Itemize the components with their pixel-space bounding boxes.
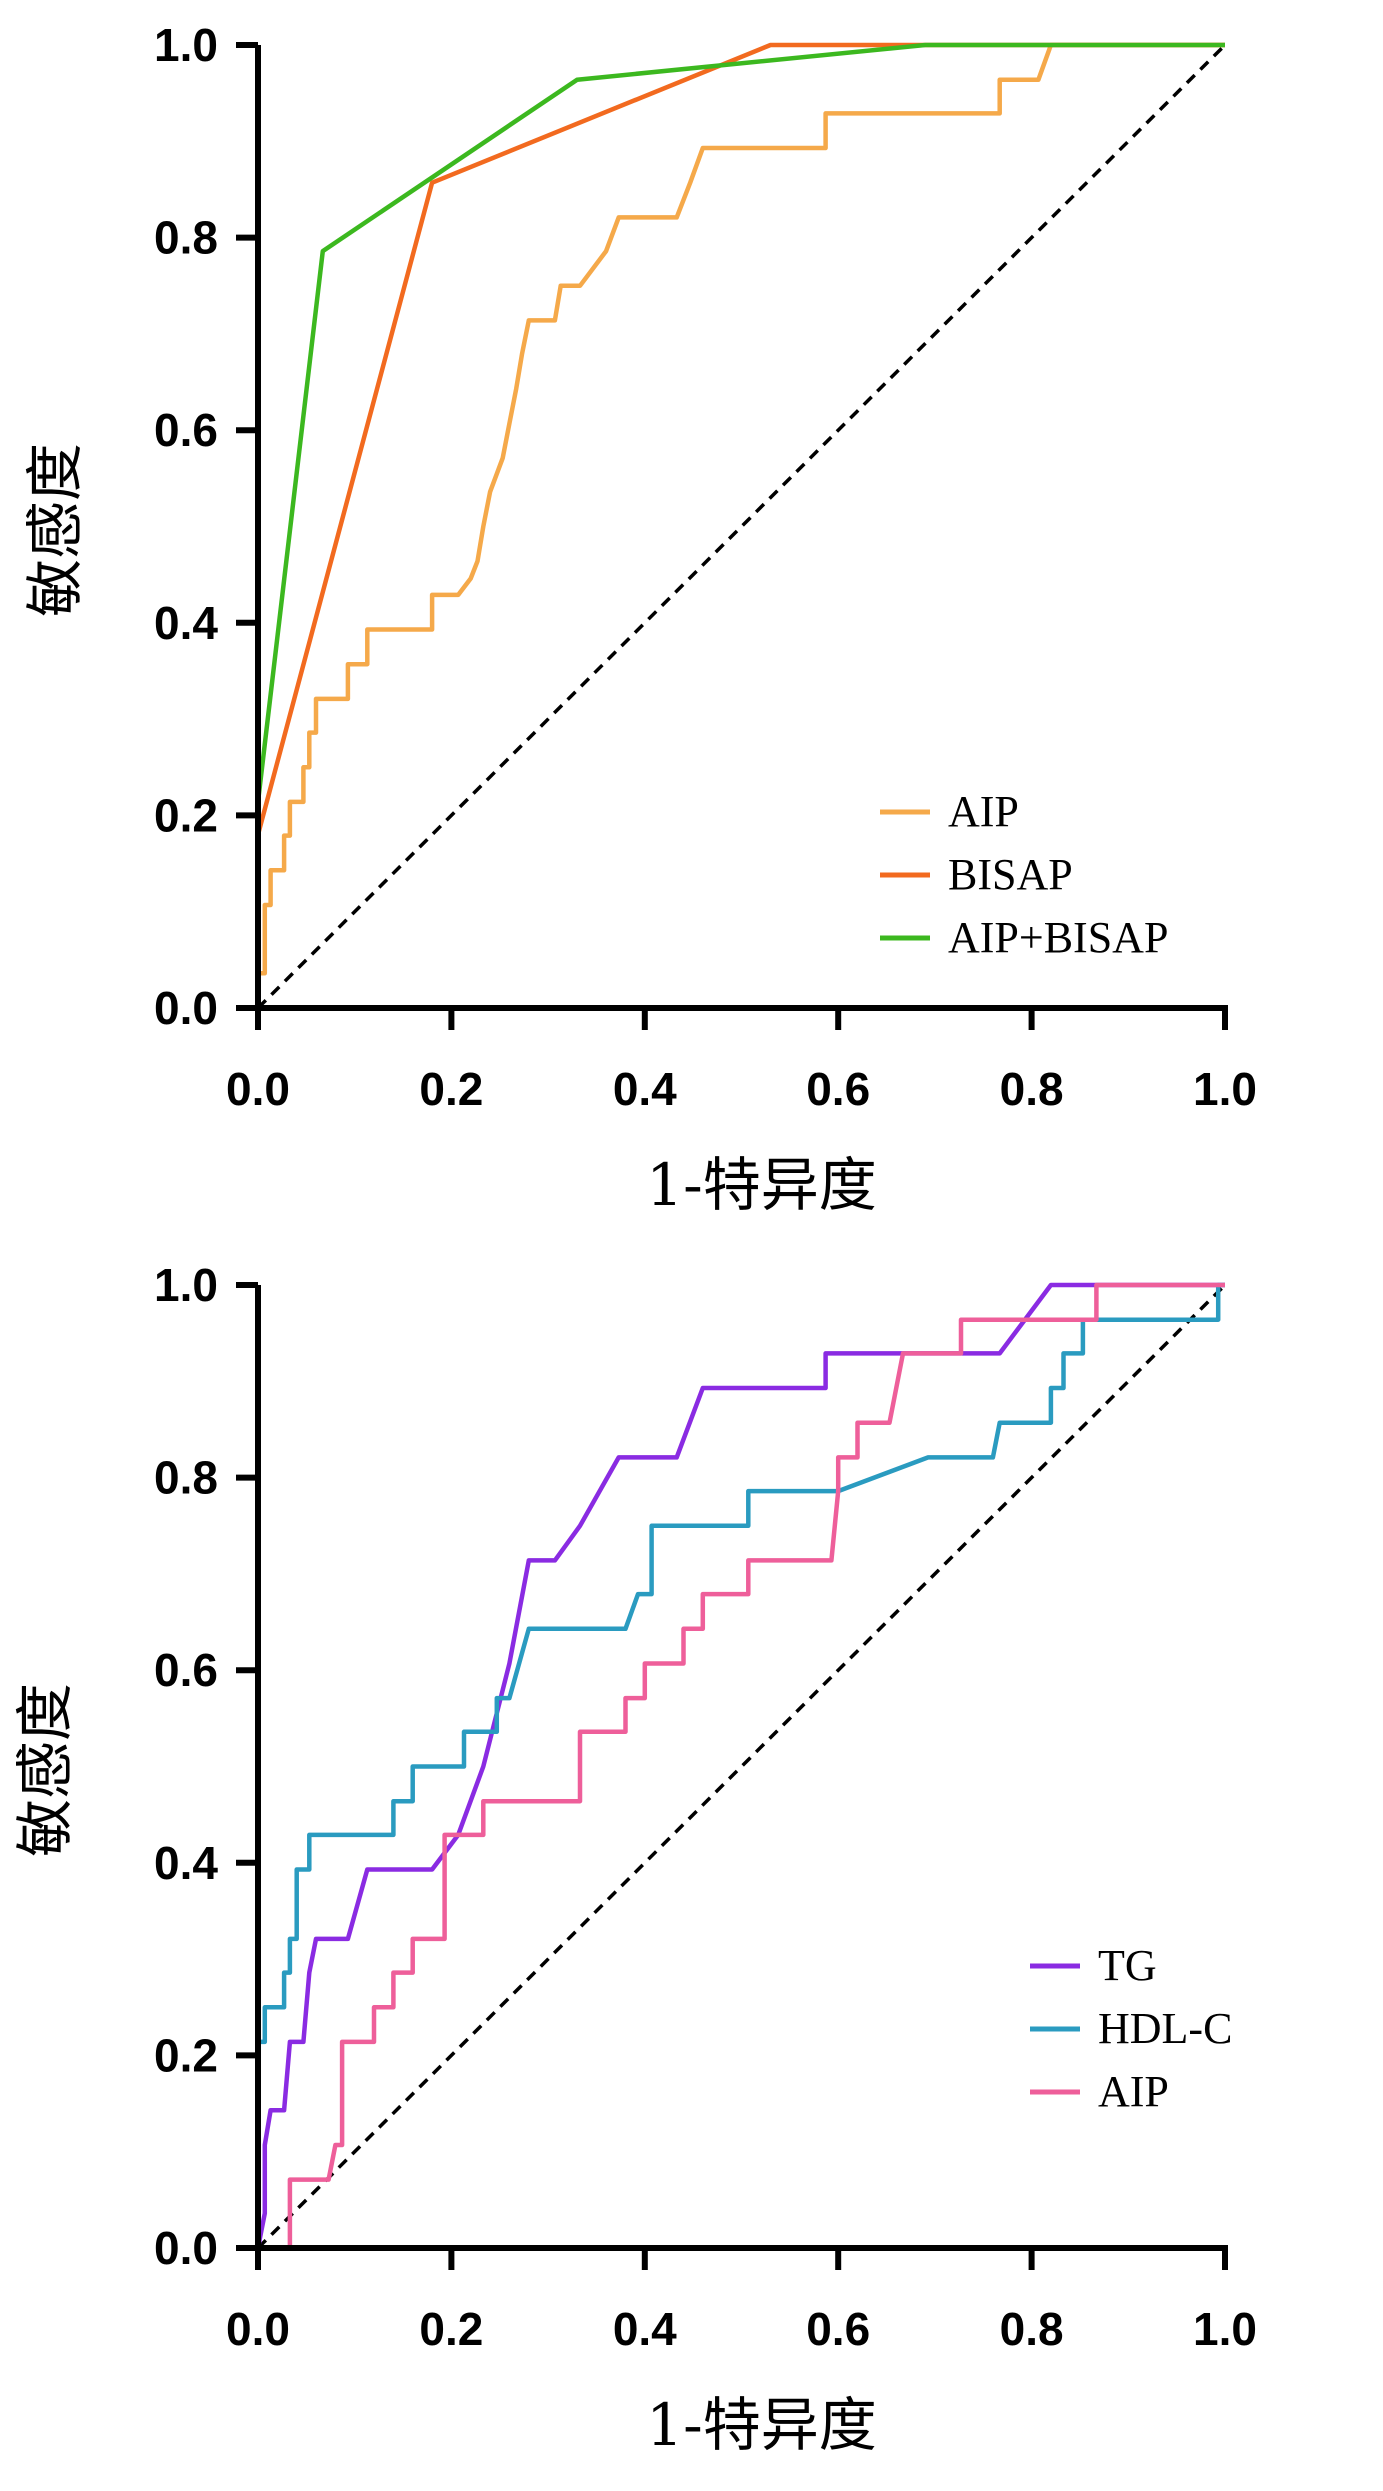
y-tick-label: 0.4 bbox=[154, 597, 218, 649]
x-tick-label: 0.2 bbox=[419, 2303, 483, 2355]
y-tick-label: 0.8 bbox=[154, 1452, 218, 1504]
x-axis-title: 1-特异度 bbox=[646, 2391, 877, 2459]
roc-chart-1: 0.0 0.2 0.4 0.6 0.8 1.0 0.0 0.2 0.4 0.6 0.8 1.0 1-特异… bbox=[21, 19, 1257, 1219]
legend-label: BISAP bbox=[948, 850, 1073, 899]
x-tick-label: 0.4 bbox=[613, 2303, 677, 2355]
y-tick-label: 0.0 bbox=[154, 2222, 218, 2274]
reference-diagonal-line bbox=[256, 43, 1227, 1010]
legend: TG HDL-C AIP bbox=[1030, 1941, 1232, 2116]
series-line-tg bbox=[255, 1282, 1225, 2249]
x-tick-label: 0.0 bbox=[226, 2303, 290, 2355]
legend-label: AIP bbox=[1098, 2067, 1169, 2116]
x-tick-label: 0.8 bbox=[1000, 1063, 1064, 1115]
x-tick-label: 0.0 bbox=[226, 1063, 290, 1115]
x-tick-label: 0.8 bbox=[1000, 2303, 1064, 2355]
x-tick-label: 0.2 bbox=[419, 1063, 483, 1115]
y-tick-label: 0.8 bbox=[154, 212, 218, 264]
legend-label: AIP+BISAP bbox=[948, 913, 1168, 962]
roc-chart-2: 0.0 0.2 0.4 0.6 0.8 1.0 0.0 0.2 0.4 0.6 0.8 1.0 1-特异… bbox=[11, 1259, 1257, 2459]
y-tick-label: 0.0 bbox=[154, 982, 218, 1034]
legend-label: TG bbox=[1098, 1941, 1157, 1990]
y-tick-label: 0.2 bbox=[154, 789, 218, 841]
y-tick-label: 1.0 bbox=[154, 1259, 218, 1311]
x-tick-label: 0.4 bbox=[613, 1063, 677, 1115]
series-line-aip bbox=[255, 42, 1225, 1008]
legend: AIP BISAP AIP+BISAP bbox=[880, 787, 1168, 962]
legend-label: HDL-C bbox=[1098, 2004, 1232, 2053]
x-tick-label: 1.0 bbox=[1193, 2303, 1257, 2355]
y-tick-label: 0.4 bbox=[154, 1837, 218, 1889]
x-tick-label: 1.0 bbox=[1193, 1063, 1257, 1115]
x-tick-label: 0.6 bbox=[806, 2303, 870, 2355]
series-line-aip bbox=[258, 1282, 1225, 2251]
y-tick-label: 1.0 bbox=[154, 19, 218, 71]
y-tick-label: 0.6 bbox=[154, 1644, 218, 1696]
y-tick-label: 0.2 bbox=[154, 2029, 218, 2081]
y-axis-title: 敏感度 bbox=[21, 443, 89, 617]
series-line-hdl-c bbox=[255, 1282, 1225, 2248]
y-axis-title: 敏感度 bbox=[11, 1683, 79, 1857]
reference-diagonal-line bbox=[256, 1283, 1227, 2250]
x-tick-label: 0.6 bbox=[806, 1063, 870, 1115]
y-tick-label: 0.6 bbox=[154, 404, 218, 456]
x-axis-title: 1-特异度 bbox=[646, 1151, 877, 1219]
legend-label: AIP bbox=[948, 787, 1019, 836]
